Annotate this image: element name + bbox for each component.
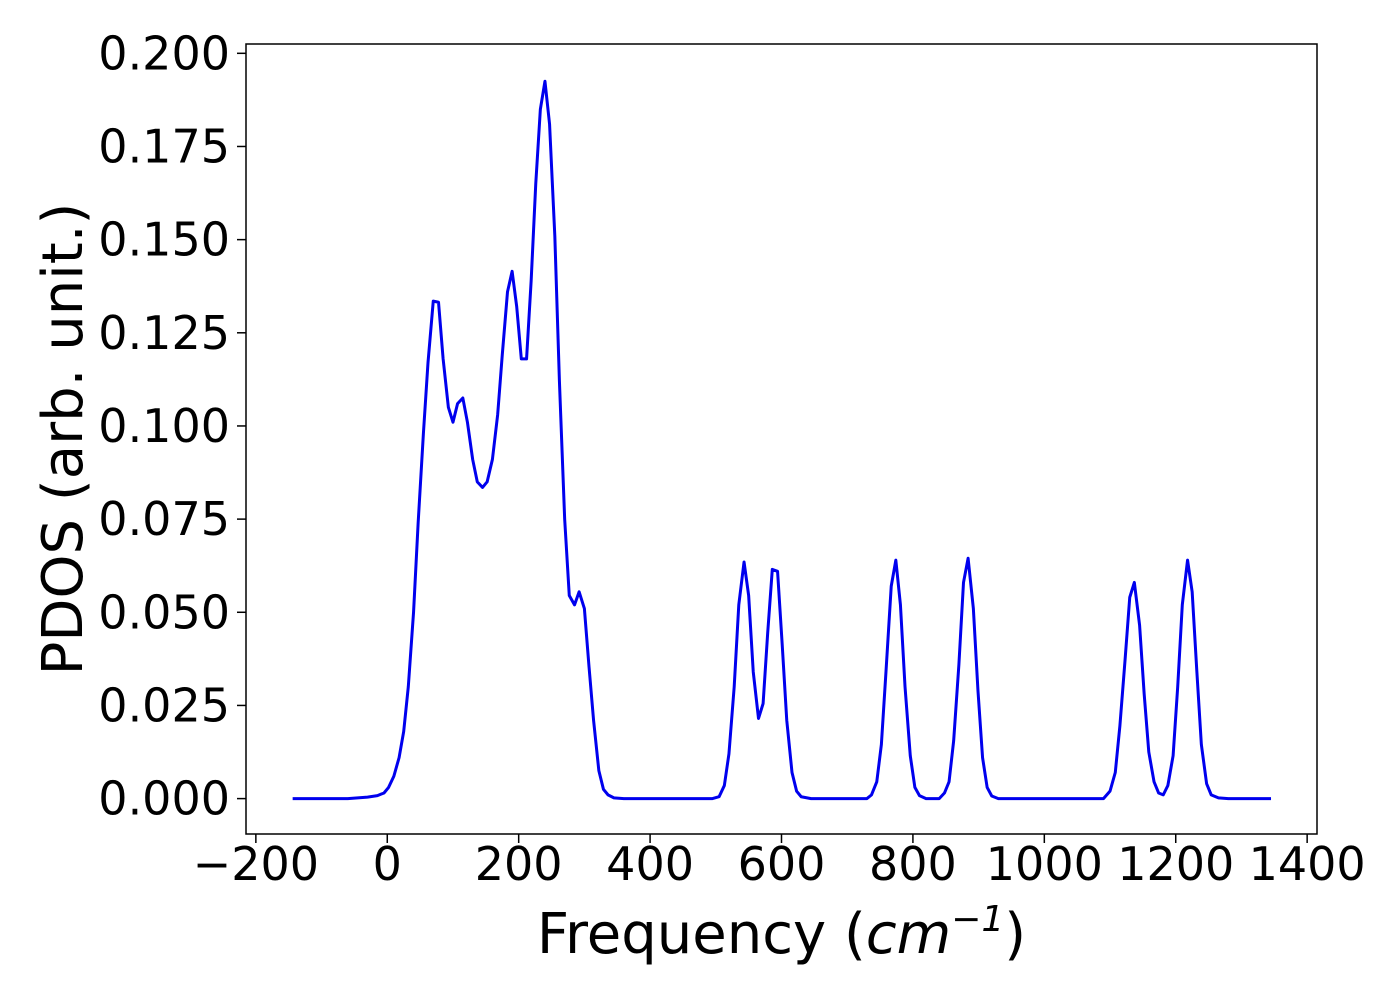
y-tick-label: 0.150 bbox=[98, 213, 230, 267]
y-tick-label: 0.075 bbox=[98, 492, 230, 546]
x-tick-label: 1400 bbox=[1249, 837, 1366, 891]
x-tick-label: 600 bbox=[738, 837, 826, 891]
y-tick-label: 0.125 bbox=[98, 306, 230, 360]
plot-area bbox=[292, 79, 1272, 801]
x-axis-label: Frequency (cm−1) bbox=[537, 899, 1026, 967]
x-tick-label: 0 bbox=[373, 837, 402, 891]
y-tick-label: 0.100 bbox=[98, 399, 230, 453]
x-tick-label: −200 bbox=[193, 837, 319, 891]
x-tick-label: 800 bbox=[869, 837, 957, 891]
y-tick-label: 0.175 bbox=[98, 119, 230, 173]
x-tick-label: 1200 bbox=[1117, 837, 1234, 891]
x-tick-label: 200 bbox=[475, 837, 563, 891]
pdos-series-line bbox=[292, 79, 1272, 801]
x-tick-label: 400 bbox=[606, 837, 694, 891]
y-tick-label: 0.000 bbox=[98, 772, 230, 826]
y-axis: 0.000 0.025 0.050 0.075 0.100 0.125 0.150 0.175… bbox=[98, 26, 246, 826]
y-tick-label: 0.200 bbox=[98, 26, 230, 80]
x-axis: −200 0 200 400 600 800 1000 1200 1400 bbox=[193, 834, 1366, 891]
y-axis-label: PDOS (arb. unit.) bbox=[31, 203, 96, 676]
x-tick-label: 1000 bbox=[986, 837, 1103, 891]
y-tick-label: 0.050 bbox=[98, 585, 230, 639]
y-tick-label: 0.025 bbox=[98, 678, 230, 732]
